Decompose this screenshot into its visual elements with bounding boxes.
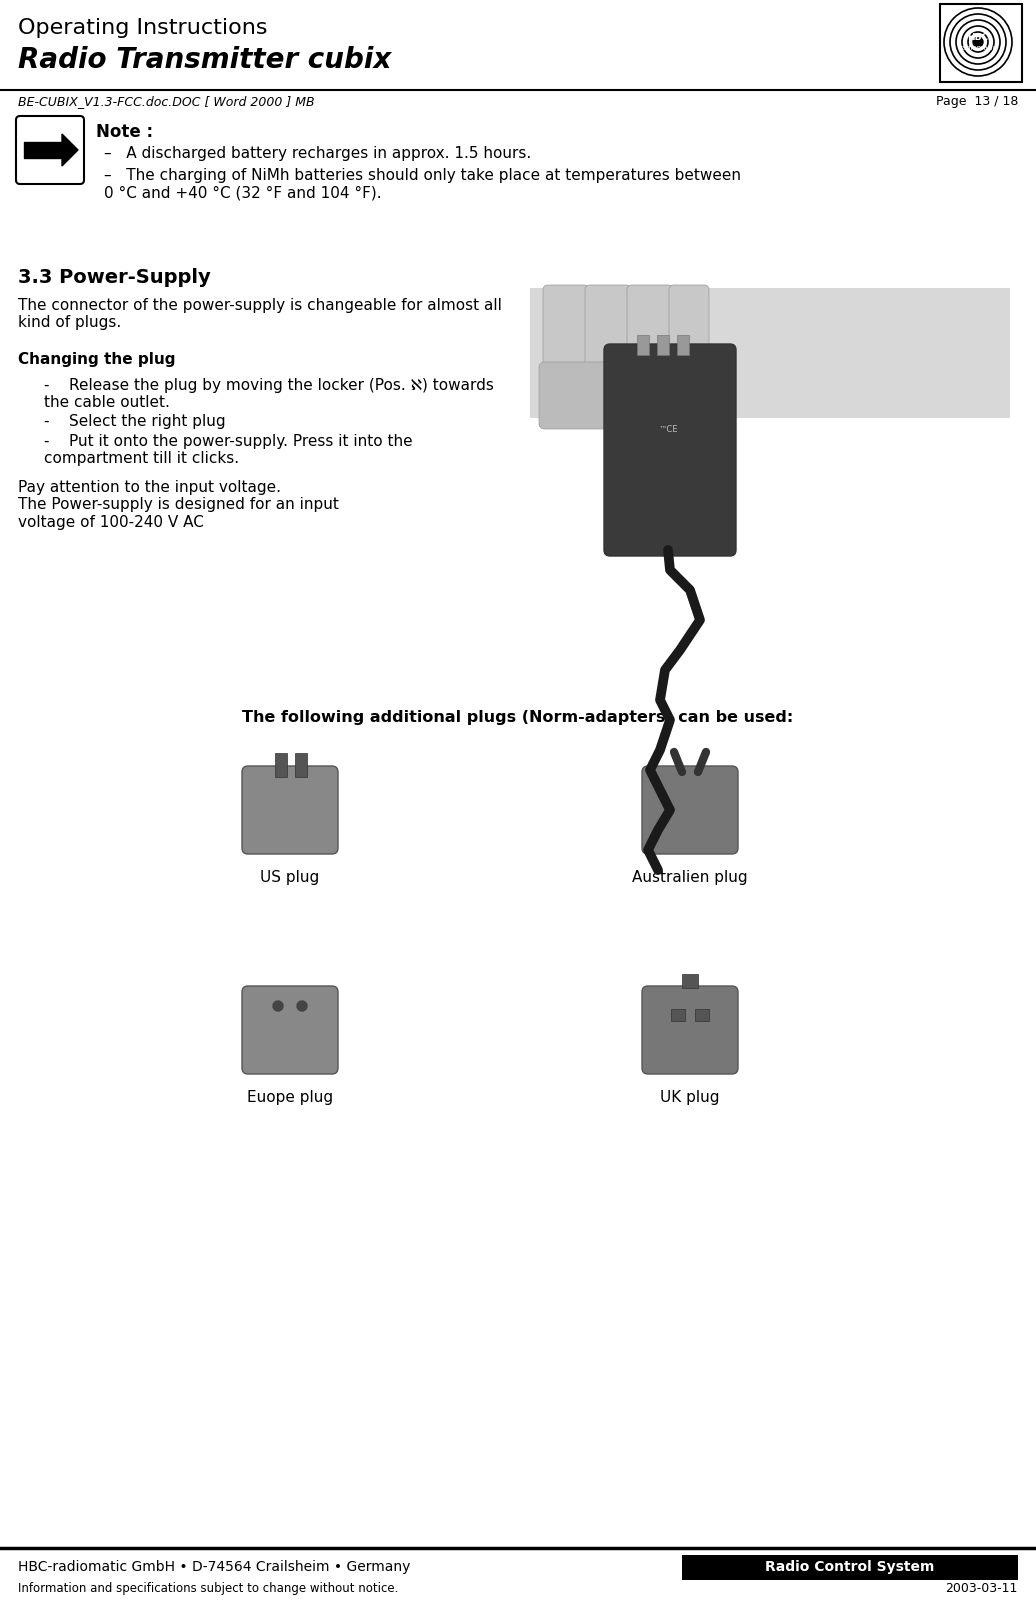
FancyBboxPatch shape bbox=[642, 985, 738, 1074]
FancyBboxPatch shape bbox=[585, 286, 631, 385]
Text: Page  13 / 18: Page 13 / 18 bbox=[936, 95, 1018, 108]
FancyBboxPatch shape bbox=[637, 335, 649, 355]
Text: Changing the plug: Changing the plug bbox=[18, 351, 175, 368]
FancyBboxPatch shape bbox=[940, 3, 1021, 82]
FancyBboxPatch shape bbox=[275, 753, 287, 777]
Text: Euope plug: Euope plug bbox=[247, 1090, 333, 1104]
FancyBboxPatch shape bbox=[642, 766, 738, 854]
FancyBboxPatch shape bbox=[16, 116, 84, 185]
Text: The following additional plugs (Norm-adapters) can be used:: The following additional plugs (Norm-ada… bbox=[242, 709, 794, 725]
Text: HBC: HBC bbox=[968, 32, 988, 42]
Text: Information and specifications subject to change without notice.: Information and specifications subject t… bbox=[18, 1583, 399, 1595]
FancyBboxPatch shape bbox=[682, 1555, 1018, 1579]
FancyBboxPatch shape bbox=[242, 985, 338, 1074]
FancyBboxPatch shape bbox=[657, 335, 669, 355]
Circle shape bbox=[274, 1002, 283, 1011]
Text: Operating Instructions: Operating Instructions bbox=[18, 18, 267, 39]
Text: Australien plug: Australien plug bbox=[632, 870, 748, 884]
Text: Note :: Note : bbox=[96, 124, 153, 141]
FancyBboxPatch shape bbox=[530, 287, 1010, 417]
Text: –   A discharged battery recharges in approx. 1.5 hours.: – A discharged battery recharges in appr… bbox=[104, 146, 531, 161]
FancyBboxPatch shape bbox=[669, 286, 709, 385]
Text: BE-CUBIX_V1.3-FCC.doc.DOC [ Word 2000 ] MB: BE-CUBIX_V1.3-FCC.doc.DOC [ Word 2000 ] … bbox=[18, 95, 315, 108]
Text: ™CE: ™CE bbox=[658, 425, 678, 435]
Circle shape bbox=[297, 1002, 307, 1011]
FancyBboxPatch shape bbox=[671, 1010, 685, 1021]
Text: -    Put it onto the power-supply. Press it into the
compartment till it clicks.: - Put it onto the power-supply. Press it… bbox=[44, 433, 412, 467]
FancyBboxPatch shape bbox=[295, 753, 307, 777]
FancyBboxPatch shape bbox=[682, 974, 698, 989]
Text: Radio Transmitter cubix: Radio Transmitter cubix bbox=[18, 47, 392, 74]
Text: UK plug: UK plug bbox=[660, 1090, 720, 1104]
Text: 2003-03-11: 2003-03-11 bbox=[946, 1583, 1018, 1595]
Polygon shape bbox=[62, 133, 78, 165]
Text: 3.3 Power-Supply: 3.3 Power-Supply bbox=[18, 268, 210, 287]
FancyBboxPatch shape bbox=[242, 766, 338, 854]
Text: US plug: US plug bbox=[260, 870, 320, 884]
FancyBboxPatch shape bbox=[543, 286, 589, 385]
FancyBboxPatch shape bbox=[677, 335, 689, 355]
FancyBboxPatch shape bbox=[539, 363, 721, 429]
Text: –   The charging of NiMh batteries should only take place at temperatures betwee: – The charging of NiMh batteries should … bbox=[104, 169, 741, 201]
Text: radiomatic: radiomatic bbox=[959, 45, 997, 51]
Text: The connector of the power-supply is changeable for almost all
kind of plugs.: The connector of the power-supply is cha… bbox=[18, 299, 501, 331]
FancyBboxPatch shape bbox=[627, 286, 673, 385]
FancyBboxPatch shape bbox=[695, 1010, 709, 1021]
Text: Pay attention to the input voltage.
The Power-supply is designed for an input
vo: Pay attention to the input voltage. The … bbox=[18, 480, 339, 530]
Circle shape bbox=[973, 37, 983, 47]
Text: HBC-radiomatic GmbH • D-74564 Crailsheim • Germany: HBC-radiomatic GmbH • D-74564 Crailsheim… bbox=[18, 1560, 410, 1575]
Text: Radio Control System: Radio Control System bbox=[766, 1560, 934, 1575]
FancyBboxPatch shape bbox=[604, 343, 736, 555]
Text: -    Release the plug by moving the locker (Pos. ℵ) towards
the cable outlet.: - Release the plug by moving the locker … bbox=[44, 379, 494, 411]
Text: -    Select the right plug: - Select the right plug bbox=[44, 414, 226, 429]
